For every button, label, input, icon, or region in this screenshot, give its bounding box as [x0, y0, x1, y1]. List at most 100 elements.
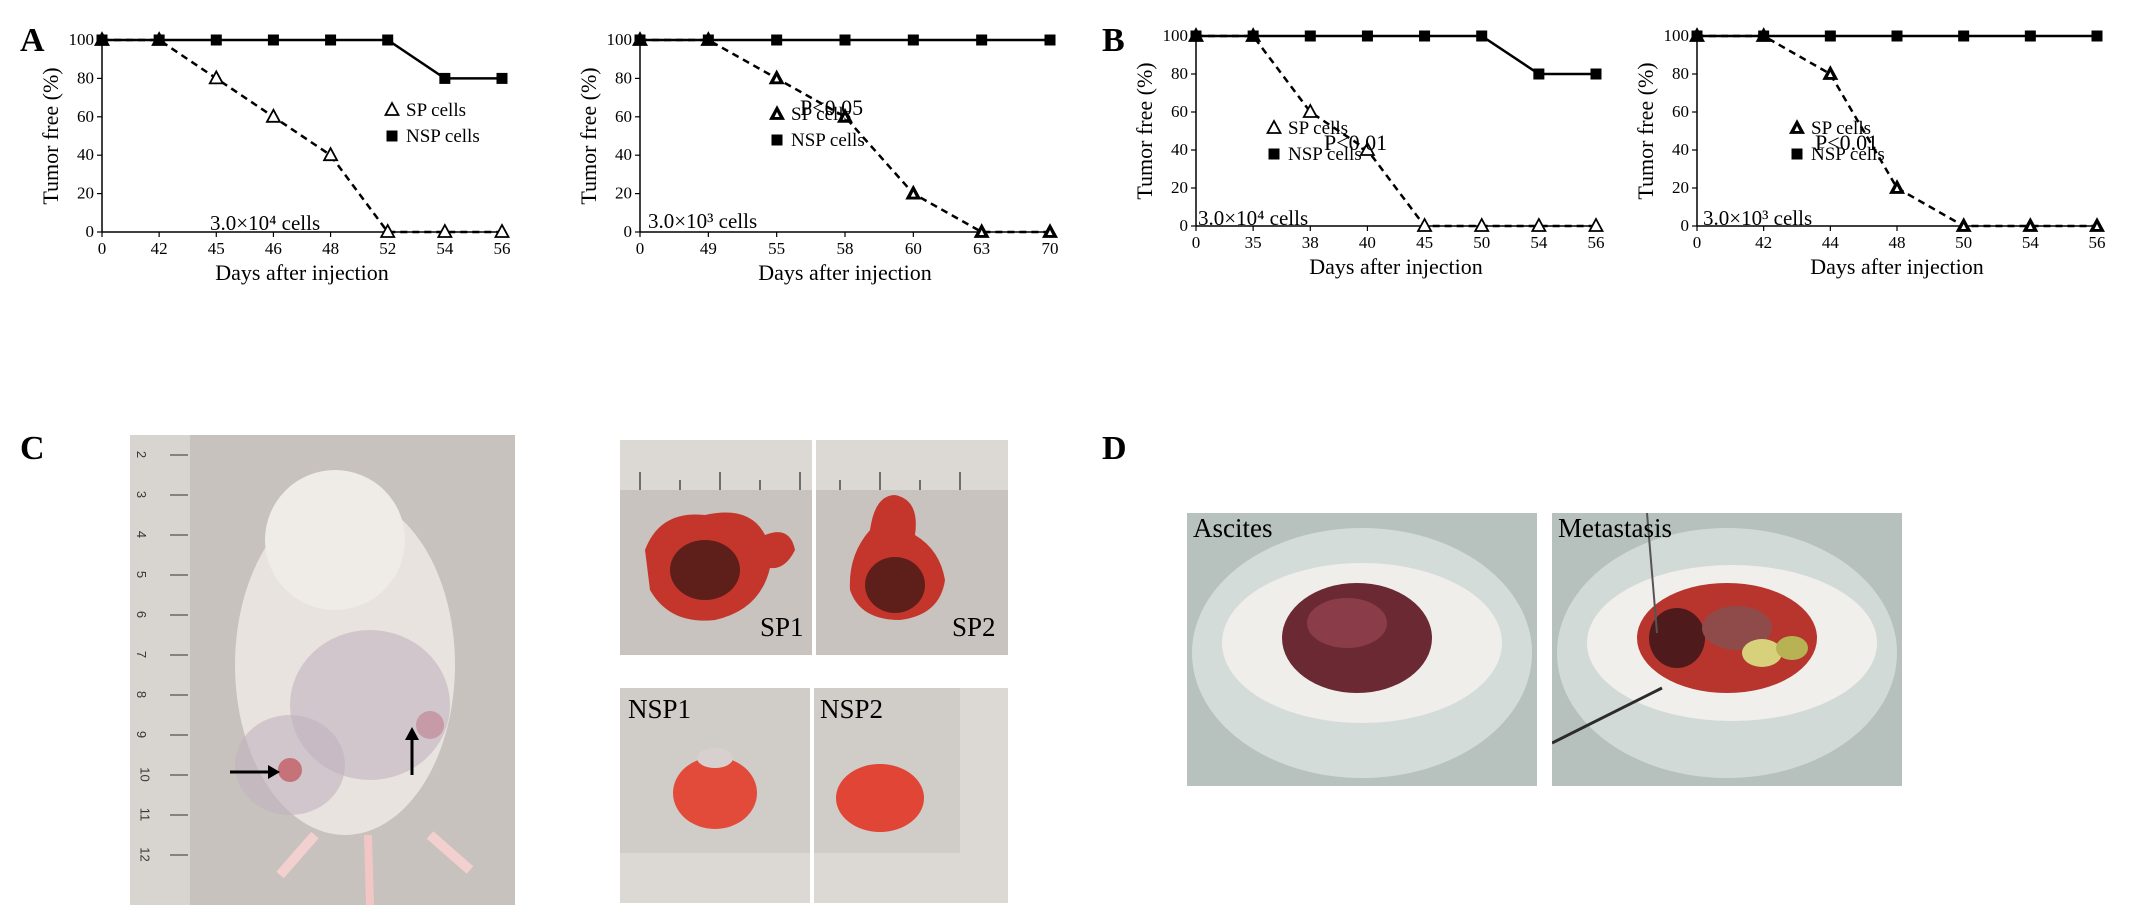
chart-b2: 0 20 40 60 80 100 0 42 44 48 50 54 56 Days after inje… [1625, 20, 2140, 390]
data-point-square [634, 34, 646, 46]
x-tick-label: 45 [208, 239, 225, 258]
legend-label: SP cells [791, 104, 851, 125]
x-tick-label: 56 [2089, 233, 2106, 252]
legend-label: SP cells [1288, 118, 1348, 139]
x-tick-label: 70 [1042, 239, 1059, 258]
data-point-triangle [1587, 217, 1605, 232]
chart-svg: 0 20 40 60 80 100 0 35 38 40 45 50 54 56 Days after in… [1132, 26, 1605, 279]
x-tick-label: 63 [973, 239, 990, 258]
legend-marker-sp-inner [774, 112, 780, 117]
sp2-label: SP2 [952, 612, 996, 642]
y-tick-label: 100 [69, 30, 95, 49]
ruler-label: 12 [137, 847, 153, 862]
data-point-square [1304, 30, 1316, 42]
series-line-nsp [1196, 34, 1596, 76]
sp1-label: SP1 [760, 612, 804, 642]
y-tick-label: 60 [77, 107, 94, 126]
data-point-triangle [1530, 217, 1547, 232]
y-tick-label: 80 [615, 68, 632, 87]
x-tick-label: 60 [905, 239, 922, 258]
y-axis-label: Tumor free (%) [1633, 62, 1658, 199]
data-point-triangle [1473, 217, 1490, 232]
y-axis-label: Tumor free (%) [38, 67, 63, 204]
legend-label: NSP cells [1288, 144, 1362, 165]
y-tick-label: 80 [1672, 64, 1689, 83]
data-point-triangle-inner [2094, 224, 2100, 229]
data-point-triangle [1302, 103, 1319, 118]
x-tick-label: 56 [1588, 233, 1605, 252]
y-tick-label: 100 [1163, 26, 1189, 45]
y-tick-label: 20 [1171, 178, 1188, 197]
y-tick-label: 60 [1171, 102, 1188, 121]
legend-label: SP cells [406, 100, 466, 121]
p-value-annotation: P<0.01 [1324, 130, 1387, 155]
data-point-triangle-inner [979, 230, 985, 235]
x-tick-label: 52 [379, 239, 396, 258]
panel-label-b: B [1102, 22, 1125, 59]
nsp1-label: NSP1 [628, 694, 692, 724]
x-tick-label: 0 [1693, 233, 1702, 252]
data-point-square [1891, 30, 1903, 42]
metastasis-label: Metastasis [1558, 513, 1672, 543]
data-point-triangle [379, 223, 396, 238]
data-point-square [1419, 30, 1431, 42]
series-line-sp [1697, 34, 2097, 228]
data-point-square [267, 34, 279, 46]
ascites-label: Ascites [1193, 513, 1273, 543]
legend-marker-nsp [771, 134, 783, 146]
ruler-left-labels: 2 3 4 5 6 7 8 9 10 11 12 [134, 435, 168, 905]
x-tick-label: 55 [768, 239, 785, 258]
ruler-label: 3 [134, 490, 150, 499]
y-tick-label: 40 [1672, 140, 1689, 159]
y-tick-label: 40 [1171, 140, 1188, 159]
y-axis-label: Tumor free (%) [576, 67, 601, 204]
data-point-square [1691, 30, 1703, 42]
data-point-square [1361, 30, 1373, 42]
panel-label-a: A [20, 22, 45, 59]
y-tick-label: 20 [1672, 178, 1689, 197]
x-tick-label: 58 [837, 239, 854, 258]
chart-a2: 0 20 40 60 80 100 0 49 55 58 60 63 70 Days after inje… [545, 20, 1075, 390]
data-point-square [1044, 34, 1056, 46]
series-line-sp [1196, 34, 1596, 228]
x-tick-label: 0 [98, 239, 107, 258]
x-tick-label: 56 [494, 239, 511, 258]
x-tick-label: 35 [1245, 233, 1262, 252]
y-tick-label: 0 [624, 222, 633, 241]
x-axis-label: Days after injection [215, 260, 389, 285]
legend-label: NSP cells [791, 130, 865, 151]
ruler-label: 2 [134, 450, 150, 459]
data-point-square [1958, 30, 1970, 42]
data-point-square [96, 34, 108, 46]
cell-count-annotation: 3.0×10³ cells [1703, 206, 1812, 230]
x-tick-label: 42 [151, 239, 168, 258]
x-tick-label: 54 [2022, 233, 2040, 252]
data-point-square [153, 34, 165, 46]
x-tick-label: 45 [1416, 233, 1433, 252]
data-point-square [2091, 30, 2103, 42]
y-axis-label: Tumor free (%) [1132, 62, 1157, 199]
data-point-triangle-inner [1894, 186, 1900, 191]
x-tick-label: 48 [322, 239, 339, 258]
x-tick-label: 44 [1822, 233, 1840, 252]
chart-a1: 0 20 40 60 80 100 0 42 45 46 48 52 54 56 Days after in… [10, 20, 530, 390]
ruler-label: 8 [134, 690, 150, 699]
series-line-sp [102, 38, 502, 234]
y-tick-label: 20 [77, 184, 94, 203]
sp-tumors-photo: SP1 SP2 [620, 440, 1008, 655]
x-tick-label: 42 [1755, 233, 1772, 252]
data-point-square [1758, 30, 1770, 42]
data-point-square [2024, 30, 2036, 42]
data-point-square [1247, 30, 1259, 42]
ruler-label: 5 [134, 570, 150, 579]
data-point-square [325, 34, 337, 46]
x-tick-label: 50 [1955, 233, 1972, 252]
y-tick-label: 40 [615, 145, 632, 164]
ruler-label: 4 [134, 530, 150, 539]
data-point-square [496, 72, 508, 84]
ruler-label: 7 [134, 650, 150, 659]
data-point-square [771, 34, 783, 46]
x-tick-label: 48 [1889, 233, 1906, 252]
legend-label: NSP cells [406, 126, 480, 147]
data-point-triangle-inner [1961, 224, 1967, 229]
